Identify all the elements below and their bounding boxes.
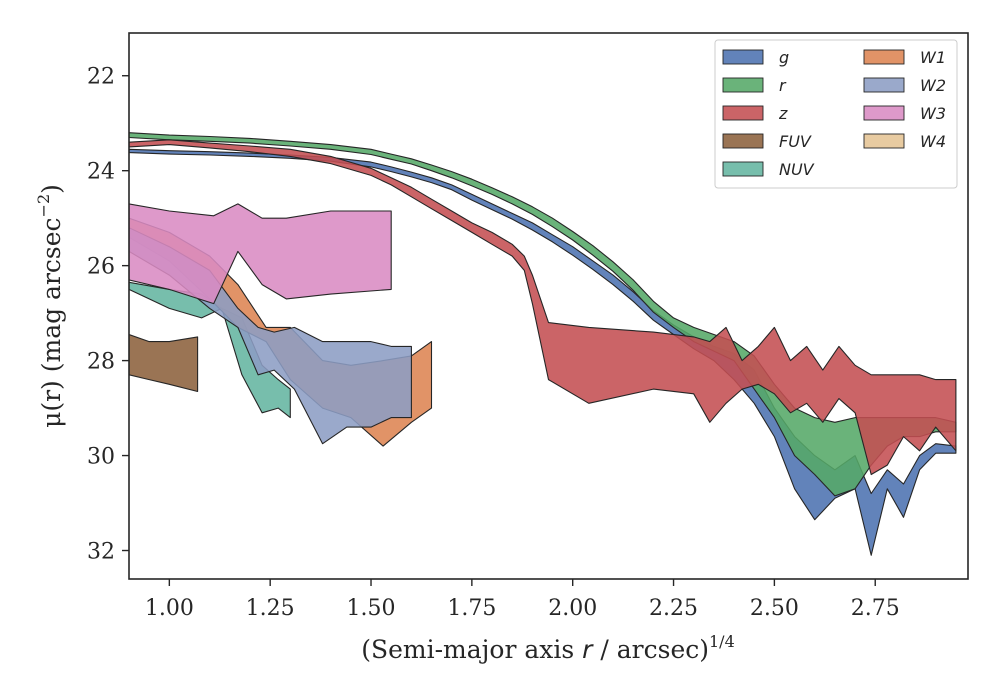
legend-label-w2: W2: [920, 76, 946, 95]
legend-label-r: r: [779, 76, 787, 95]
x-tick-label: 2.00: [548, 596, 597, 621]
legend-swatch-fuv: [722, 133, 764, 149]
x-tick-label: 2.75: [851, 596, 900, 621]
legend-swatch-r: [722, 77, 764, 93]
y-tick-label: 26: [87, 255, 115, 280]
x-tick-label: 1.25: [246, 596, 295, 621]
y-axis-label-close: ): [37, 184, 66, 194]
legend-swatch-w3: [863, 105, 905, 121]
y-tick-label: 24: [87, 160, 115, 185]
x-tick-label: 1.50: [347, 596, 396, 621]
legend-swatch-w2: [863, 77, 905, 93]
y-tick-label: 32: [87, 540, 115, 565]
x-axis-label-text-end: / arcsec): [592, 635, 709, 664]
legend-label-g: g: [779, 48, 789, 67]
x-axis-label-variable: r: [582, 635, 594, 664]
legend: grz FUV NUV W1 W2 W3 W4: [714, 39, 958, 189]
legend-label-fuv: FUV: [779, 132, 812, 151]
y-axis-label: μ(r) (mag arcsec−2): [34, 184, 66, 428]
x-tick-label: 2.25: [649, 596, 698, 621]
x-tick-label: 1.75: [447, 596, 496, 621]
x-axis-label: (Semi-major axis r / arcsec)1/4: [361, 632, 735, 664]
legend-swatch-w1: [863, 49, 905, 65]
y-tick-label: 22: [87, 65, 115, 90]
series-band-z: [129, 139, 957, 476]
x-tick-label: 1.00: [145, 596, 194, 621]
plot-frame: [128, 32, 969, 580]
y-tick-label: 30: [87, 445, 115, 470]
series-band-g: [129, 148, 957, 556]
x-axis-label-superscript: 1/4: [709, 632, 735, 651]
legend-swatch-g: [722, 49, 764, 65]
legend-label-w3: W3: [920, 104, 946, 123]
series-band-w3: [129, 203, 392, 305]
y-axis-label-superscript: −2: [34, 194, 53, 218]
legend-label-nuv: NUV: [779, 160, 815, 179]
legend-label-z: z: [778, 104, 788, 123]
profile-bands: [129, 132, 957, 556]
legend-frame: [714, 39, 958, 189]
legend-swatch-nuv: [722, 161, 764, 177]
x-axis-label-text: (Semi-major axis: [361, 635, 582, 664]
legend-swatch-z: [722, 105, 764, 121]
axis-ticks: 1.00 1.25 1.50 1.75 2.00 2.25 2.50 2.75 22 24 26 28…: [87, 65, 900, 621]
legend-label-w1: W1: [920, 48, 946, 67]
x-tick-label: 2.50: [750, 596, 799, 621]
series-band-fuv: [129, 333, 199, 393]
legend-label-w4: W4: [920, 132, 946, 151]
legend-swatch-w4: [863, 133, 905, 149]
y-tick-label: 28: [87, 350, 115, 375]
